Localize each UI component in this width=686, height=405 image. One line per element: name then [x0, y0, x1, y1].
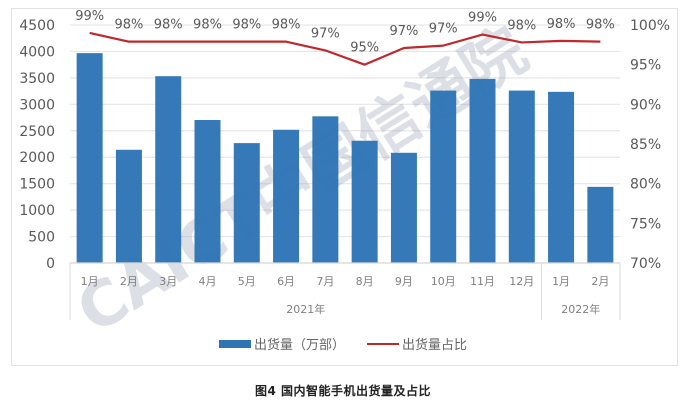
bar: [469, 78, 496, 264]
bar: [115, 149, 142, 263]
bar: [155, 76, 182, 263]
left-axis-tick: 3000: [19, 97, 55, 113]
chart-legend: 出货量（万部） 出货量占比: [0, 334, 686, 353]
category-label: 1月: [81, 275, 99, 288]
category-label: 8月: [356, 275, 374, 288]
category-label: 11月: [470, 275, 495, 288]
left-axis-tick: 2000: [19, 150, 55, 166]
right-axis-tick: 80%: [630, 177, 661, 193]
bar: [390, 152, 417, 263]
bar: [351, 140, 378, 263]
left-axis-tick: 4500: [19, 18, 55, 34]
right-axis-tick: 85%: [630, 137, 661, 153]
share-data-label: 99%: [468, 11, 497, 26]
share-line: [89, 31, 601, 66]
category-label: 2月: [591, 275, 609, 288]
share-data-label: 98%: [272, 18, 301, 33]
bar: [312, 116, 339, 263]
category-label: 6月: [277, 275, 295, 288]
category-label: 2月: [120, 275, 138, 288]
category-label: 9月: [395, 275, 413, 288]
left-axis-tick: 4000: [19, 44, 55, 60]
bar: [194, 119, 221, 264]
right-axis-tick: 75%: [630, 216, 661, 232]
bar: [76, 53, 103, 264]
share-data-label: 95%: [350, 41, 379, 56]
category-label: 1月: [552, 275, 570, 288]
share-data-label: 97%: [311, 26, 340, 41]
group-label: 2022年: [561, 302, 600, 316]
right-axis-tick: 100%: [630, 18, 670, 34]
left-axis-tick: 1000: [19, 203, 55, 219]
legend-item-share: 出货量占比: [367, 334, 467, 353]
bar: [587, 186, 614, 263]
left-axis-tick: 1500: [19, 177, 55, 193]
share-data-label: 98%: [114, 18, 143, 33]
left-axis-tick: 3500: [19, 71, 55, 87]
left-axis-tick: 500: [28, 230, 55, 246]
right-axis-tick: 70%: [630, 256, 661, 272]
share-data-label: 97%: [429, 22, 458, 37]
share-data-label: 98%: [507, 18, 536, 33]
legend-label-shipments: 出货量（万部）: [253, 338, 345, 353]
bar: [273, 129, 300, 263]
category-label: 7月: [316, 275, 334, 288]
share-data-label: 98%: [232, 18, 261, 33]
share-data-label: 98%: [586, 18, 615, 33]
legend-bar-swatch-icon: [218, 339, 251, 348]
share-data-label: 98%: [154, 18, 183, 33]
category-label: 12月: [509, 275, 534, 288]
share-data-label: 97%: [389, 24, 418, 39]
share-data-label: 99%: [75, 9, 104, 24]
category-label: 10月: [431, 275, 456, 288]
legend-label-share: 出货量占比: [402, 338, 468, 353]
legend-line-swatch-icon: [367, 342, 399, 345]
bar: [233, 143, 260, 263]
right-axis-tick: 90%: [630, 97, 661, 113]
category-label: 4月: [199, 275, 217, 288]
share-data-label: 98%: [547, 17, 576, 32]
share-data-label: 98%: [193, 18, 222, 33]
bar: [548, 91, 575, 263]
left-axis-tick: 2500: [19, 124, 55, 140]
category-label: 3月: [159, 275, 177, 288]
left-axis-tick: 0: [46, 256, 55, 272]
category-label: 5月: [238, 275, 256, 288]
bar: [508, 90, 535, 264]
bar: [430, 90, 457, 264]
legend-item-shipments: 出货量（万部）: [218, 334, 345, 353]
figure-caption: 图4 国内智能手机出货量及占比: [254, 384, 432, 398]
right-axis-tick: 95%: [630, 58, 661, 74]
group-label: 2021年: [286, 302, 325, 316]
